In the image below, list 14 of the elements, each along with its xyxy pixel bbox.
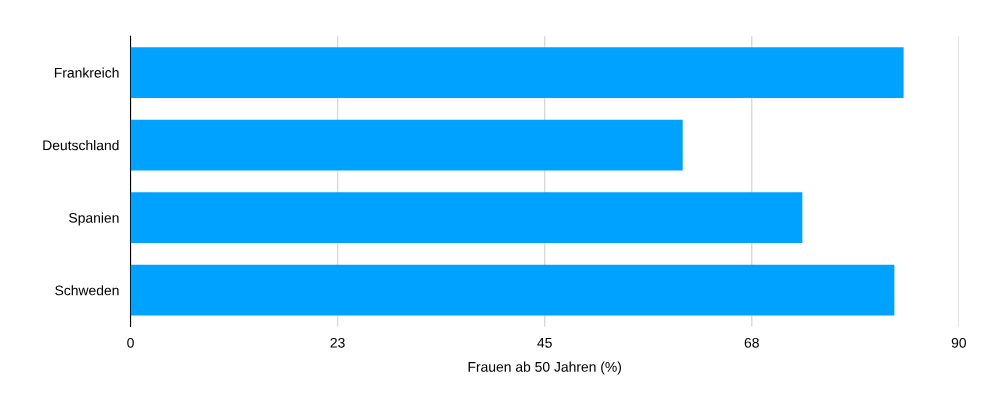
x-tick-label: 0 <box>127 337 134 348</box>
bar <box>130 47 904 98</box>
x-tick-label: 23 <box>330 337 345 348</box>
y-tick-label: Frankreich <box>54 67 119 78</box>
x-tick-label: 45 <box>537 338 552 348</box>
bar <box>130 119 683 171</box>
x-tick-label: 90 <box>951 337 966 348</box>
x-axis-title: Frauen ab 50 Jahren (%) <box>468 361 622 375</box>
y-tick-label: Deutschland <box>43 140 119 151</box>
x-tick-label: 68 <box>744 337 759 348</box>
bar <box>130 264 895 316</box>
bar <box>130 192 803 244</box>
y-tick-label: Spanien <box>69 212 119 226</box>
y-tick-label: Schweden <box>55 285 119 296</box>
